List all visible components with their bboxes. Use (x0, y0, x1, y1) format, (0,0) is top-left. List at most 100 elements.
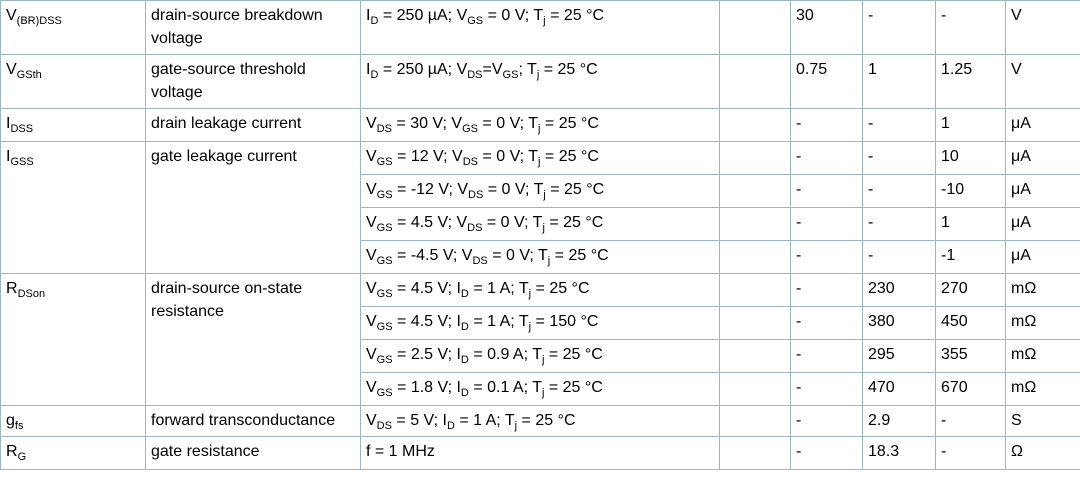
table-row: VGS = -12 V; VDS = 0 V; Tj = 25 °C - - -10 μ… (1, 174, 1080, 208)
text: V (366, 247, 377, 264)
typ: 470 (868, 379, 895, 396)
unit: Ω (1011, 443, 1023, 460)
unit: mΩ (1011, 313, 1037, 330)
text: = 25 °C (544, 346, 603, 363)
subscript: D (370, 69, 379, 81)
table-row: RDSon drain-source on-state resistance VGS… (0, 273, 1080, 406)
subscript: DS (472, 255, 488, 267)
table-row: RG gate resistance f = 1 MHz -18.3- Ω (0, 436, 1080, 470)
max: 270 (941, 280, 968, 297)
empty-cell (719, 273, 791, 307)
max: 450 (941, 313, 968, 330)
subscript: j (541, 354, 545, 366)
text: V (366, 280, 377, 297)
typ: - (868, 181, 874, 198)
min: - (796, 313, 802, 330)
empty-cell (719, 174, 791, 208)
typ: - (868, 247, 874, 264)
typ-cell: 295 (862, 339, 936, 373)
conditions-cell: f = 1 MHz (360, 436, 720, 470)
text: = 1 A; T (454, 412, 515, 429)
unit: mΩ (1011, 346, 1037, 363)
typ-cell: - (862, 108, 936, 142)
text: = 30 V; V (391, 115, 463, 132)
text: V (366, 412, 377, 429)
min: - (796, 247, 802, 264)
unit-cell: mΩ (1005, 306, 1080, 340)
max: 1 (941, 115, 950, 132)
subscript: D (446, 420, 455, 432)
min-cell: - (790, 108, 863, 142)
text: =V (482, 61, 503, 78)
min: - (796, 280, 802, 297)
text: = 5 V; I (391, 412, 447, 429)
unit: μA (1011, 181, 1031, 198)
text: = 0.9 A; T (468, 346, 542, 363)
typ-cell: - (862, 207, 936, 241)
typ-cell: 18.3 (862, 436, 936, 470)
subscript: j (528, 321, 532, 333)
text: = 150 °C (531, 313, 599, 330)
text: V (366, 214, 377, 231)
max-cell: 1 (935, 207, 1006, 241)
empty-cell (719, 436, 791, 470)
text: = 0 V; T (483, 181, 544, 198)
text: = 0 V; T (483, 7, 544, 24)
subscript: GS (462, 123, 478, 135)
empty-cell (719, 54, 791, 109)
text: = 250 µA; V (378, 61, 468, 78)
typ: 295 (868, 346, 895, 363)
unit: μA (1011, 148, 1031, 165)
typ-cell: 380 (862, 306, 936, 340)
parameter-cell: drain-source breakdown voltage (145, 0, 361, 55)
subscript: DS (467, 69, 483, 81)
max-cell: 1 (935, 108, 1006, 142)
min: - (796, 214, 802, 231)
subscript: GS (376, 321, 393, 333)
min: - (796, 181, 802, 198)
subscript: DS (376, 420, 392, 432)
text: = 0 V; T (482, 214, 543, 231)
min: - (796, 148, 802, 165)
min-cell: - (790, 306, 863, 340)
min: - (796, 379, 802, 396)
typ: - (868, 214, 874, 231)
text: = 25 °C (545, 181, 605, 198)
max-cell: - (935, 436, 1006, 470)
subscript: j (543, 189, 546, 201)
parameter: forward transconductance (151, 412, 336, 429)
conditions-cell: VGS = 1.8 V; ID = 0.1 A; Tj = 25 °C (360, 372, 720, 406)
subscript: DSon (17, 288, 46, 300)
conditions-cell: VGS = 2.5 V; ID = 0.9 A; Tj = 25 °C (360, 339, 720, 373)
unit: S (1011, 412, 1022, 429)
unit-cell: V (1005, 0, 1080, 55)
subscript: GS (376, 354, 393, 366)
subscript: j (528, 288, 532, 300)
max: -1 (941, 247, 956, 264)
subscript: j (542, 222, 545, 234)
parameter-cell: gate-source threshold voltage (145, 54, 361, 109)
text: = 0 V; T (477, 115, 539, 132)
subscript: j (536, 69, 540, 81)
max: 670 (941, 379, 968, 396)
text: = 25 °C (550, 247, 609, 264)
table-row: V(BR)DSS drain-source breakdown voltage ID… (0, 0, 1080, 55)
max-cell: -10 (935, 174, 1006, 208)
typ-cell: - (862, 141, 936, 175)
unit: mΩ (1011, 280, 1037, 297)
min: - (796, 443, 802, 460)
typ-cell: 2.9 (862, 405, 936, 437)
unit: mΩ (1011, 379, 1037, 396)
unit-cell: μA (1005, 174, 1080, 208)
subscript: j (538, 123, 541, 135)
text: = 25 °C (540, 115, 599, 132)
min-cell: - (790, 240, 863, 274)
text: g (6, 412, 15, 429)
subscript: D (460, 387, 469, 399)
text: I (366, 7, 371, 24)
parameter-cell: drain-source on-state resistance (145, 273, 361, 406)
table-row: VGS = 2.5 V; ID = 0.9 A; Tj = 25 °C - 295 3… (1, 339, 1080, 373)
max-cell: 670 (935, 372, 1006, 406)
table-body: V(BR)DSS drain-source breakdown voltage ID… (0, 0, 1080, 470)
